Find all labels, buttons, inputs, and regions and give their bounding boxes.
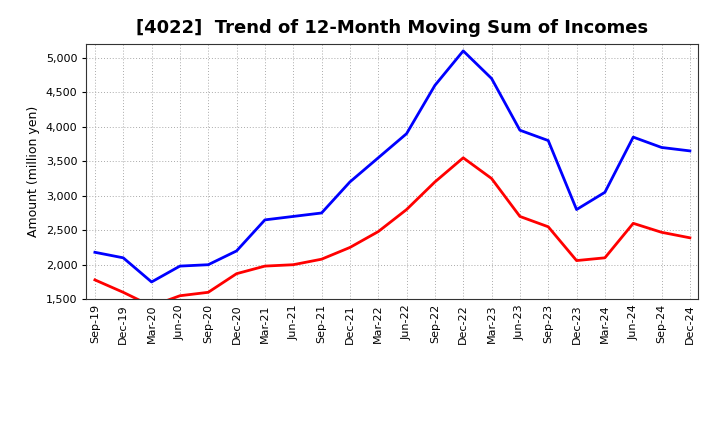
Net Income <box>318 257 326 262</box>
Ordinary Income <box>204 262 212 268</box>
Ordinary Income <box>459 48 467 54</box>
Ordinary Income <box>487 76 496 81</box>
Ordinary Income <box>148 279 156 285</box>
Ordinary Income <box>233 248 241 253</box>
Ordinary Income <box>91 249 99 255</box>
Ordinary Income <box>516 128 524 133</box>
Net Income <box>374 229 382 234</box>
Ordinary Income <box>176 264 184 269</box>
Net Income <box>487 176 496 181</box>
Net Income <box>289 262 297 268</box>
Ordinary Income <box>119 255 127 260</box>
Ordinary Income <box>374 155 382 161</box>
Net Income <box>572 258 581 263</box>
Net Income <box>657 230 666 235</box>
Ordinary Income <box>346 180 354 185</box>
Net Income <box>685 235 694 240</box>
Ordinary Income <box>431 83 439 88</box>
Y-axis label: Amount (million yen): Amount (million yen) <box>27 106 40 237</box>
Net Income <box>459 155 467 161</box>
Net Income <box>629 221 637 226</box>
Net Income <box>119 290 127 295</box>
Net Income <box>204 290 212 295</box>
Net Income <box>233 271 241 276</box>
Ordinary Income <box>544 138 552 143</box>
Ordinary Income <box>402 131 411 136</box>
Net Income <box>516 214 524 219</box>
Net Income <box>544 224 552 229</box>
Net Income <box>176 293 184 298</box>
Line: Ordinary Income: Ordinary Income <box>95 51 690 282</box>
Net Income <box>431 180 439 185</box>
Ordinary Income <box>261 217 269 223</box>
Net Income <box>600 255 609 260</box>
Ordinary Income <box>657 145 666 150</box>
Net Income <box>148 304 156 309</box>
Net Income <box>91 277 99 282</box>
Ordinary Income <box>289 214 297 219</box>
Net Income <box>261 264 269 269</box>
Ordinary Income <box>600 190 609 195</box>
Title: [4022]  Trend of 12-Month Moving Sum of Incomes: [4022] Trend of 12-Month Moving Sum of I… <box>136 19 649 37</box>
Ordinary Income <box>685 148 694 154</box>
Net Income <box>402 207 411 212</box>
Ordinary Income <box>629 135 637 140</box>
Line: Net Income: Net Income <box>95 158 690 306</box>
Legend: Ordinary Income, Net Income: Ordinary Income, Net Income <box>243 438 542 440</box>
Ordinary Income <box>318 210 326 216</box>
Ordinary Income <box>572 207 581 212</box>
Net Income <box>346 245 354 250</box>
